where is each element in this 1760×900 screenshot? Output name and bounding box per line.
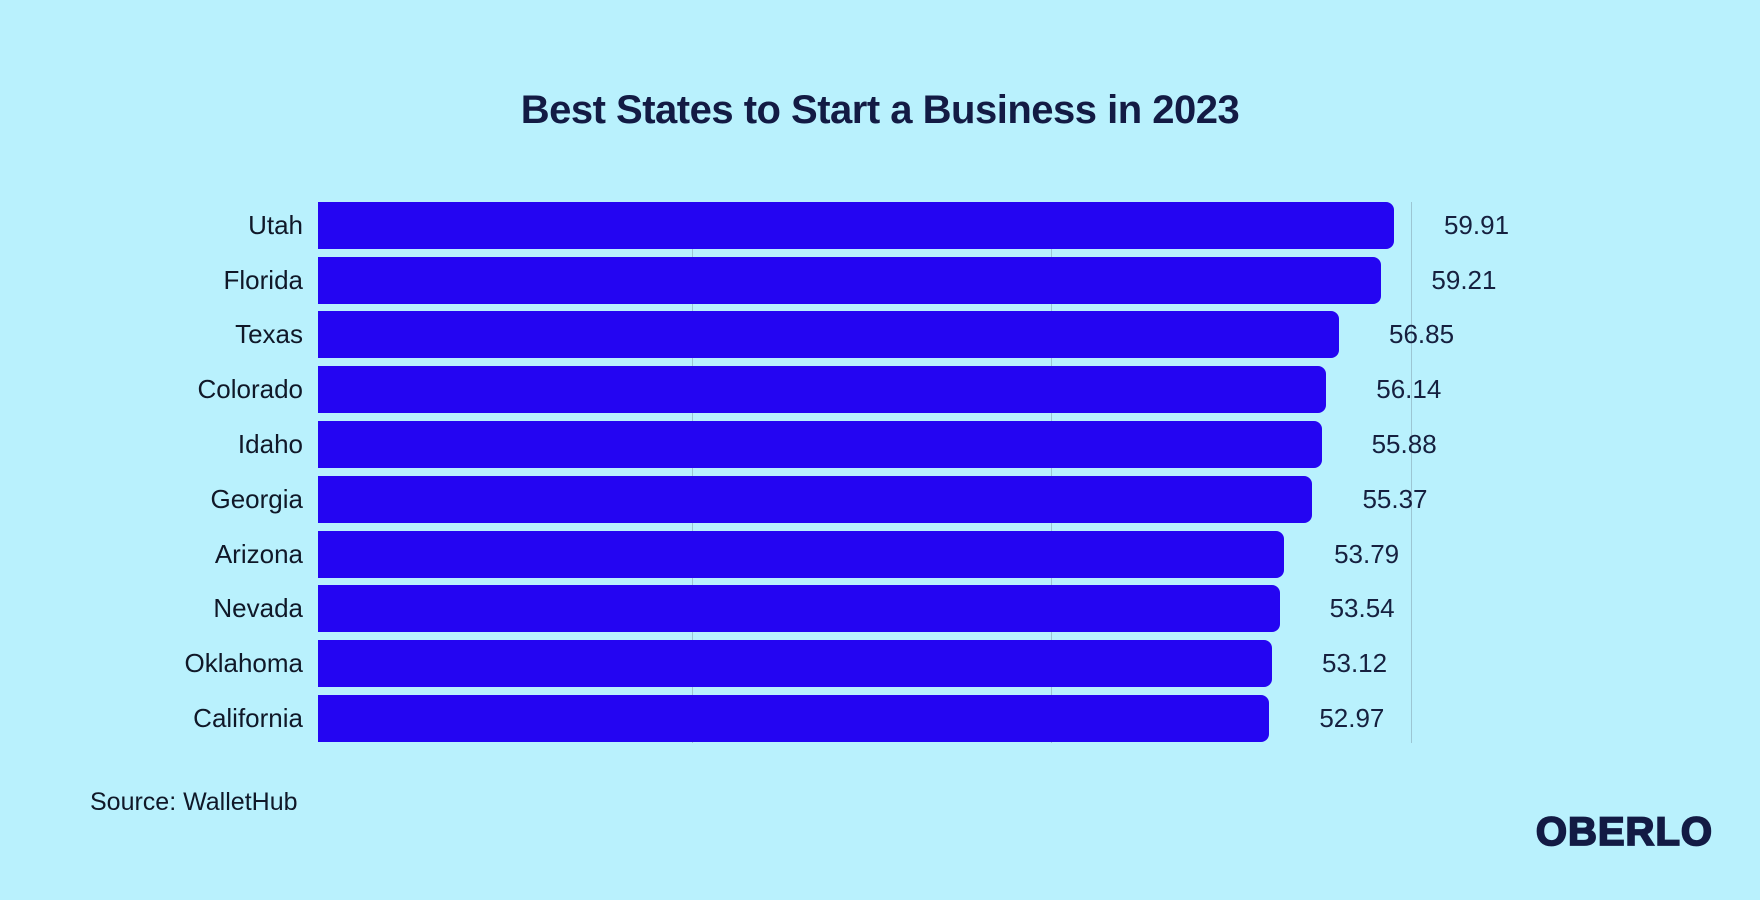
bar-row: Texas 56.85: [0, 308, 1760, 363]
value-label: 55.88: [1371, 429, 1437, 460]
bar: [318, 585, 1280, 633]
gridlines: [0, 202, 1760, 743]
value-label: 53.12: [1322, 648, 1388, 679]
state-label: Arizona: [214, 538, 303, 569]
value-label: 53.79: [1334, 538, 1400, 569]
bar-rows: Utah 59.91 Florida 59.21 Texas 56.85 Colorado 5…: [0, 198, 1760, 746]
value-label: 56.14: [1376, 374, 1442, 405]
source-note: Source: WalletHub: [90, 788, 298, 816]
state-label: Colorado: [197, 374, 303, 405]
state-label: California: [193, 703, 303, 734]
value-label: 59.91: [1443, 209, 1510, 240]
bar-row: Georgia 55.37: [0, 472, 1760, 527]
bar-row: Arizona 53.79: [0, 527, 1760, 582]
value-label: 59.21: [1431, 264, 1497, 295]
bar-chart: Utah 59.91 Florida 59.21 Texas 56.85 Colorado 5…: [0, 198, 1760, 748]
gridline-60: [1410, 202, 1412, 743]
value-label: 52.97: [1319, 703, 1385, 734]
value-label: 56.85: [1389, 319, 1455, 350]
bar: [318, 201, 1394, 249]
bar: [318, 640, 1273, 688]
bar: [318, 530, 1285, 578]
state-label: Nevada: [213, 593, 303, 624]
bar: [318, 256, 1382, 304]
state-label: Texas: [235, 319, 303, 350]
bar-row: Colorado 56.14: [0, 362, 1760, 417]
gridline-40: [1051, 202, 1053, 743]
state-label: Idaho: [237, 429, 303, 460]
bar-row: California 52.97: [0, 691, 1760, 746]
bar: [318, 695, 1270, 743]
bar: [318, 366, 1327, 414]
bar: [318, 421, 1322, 469]
gridline-20: [692, 202, 694, 743]
bar-row: Nevada 53.54: [0, 582, 1760, 637]
value-label: 55.37: [1362, 483, 1428, 514]
bar-row: Oklahoma 53.12: [0, 636, 1760, 691]
state-label: Oklahoma: [184, 648, 304, 679]
bar-row: Idaho 55.88: [0, 417, 1760, 472]
oberlo-logo: OBERLO: [1535, 809, 1713, 855]
bar-row: Utah 59.91: [0, 198, 1760, 253]
bar: [318, 311, 1340, 359]
state-label: Florida: [223, 264, 303, 295]
state-label: Georgia: [210, 483, 304, 514]
state-label: Utah: [248, 209, 303, 240]
chart-title: Best States to Start a Business in 2023: [520, 88, 1240, 132]
value-label: 53.54: [1329, 593, 1395, 624]
bar: [318, 475, 1313, 523]
bar-row: Florida 59.21: [0, 253, 1760, 308]
